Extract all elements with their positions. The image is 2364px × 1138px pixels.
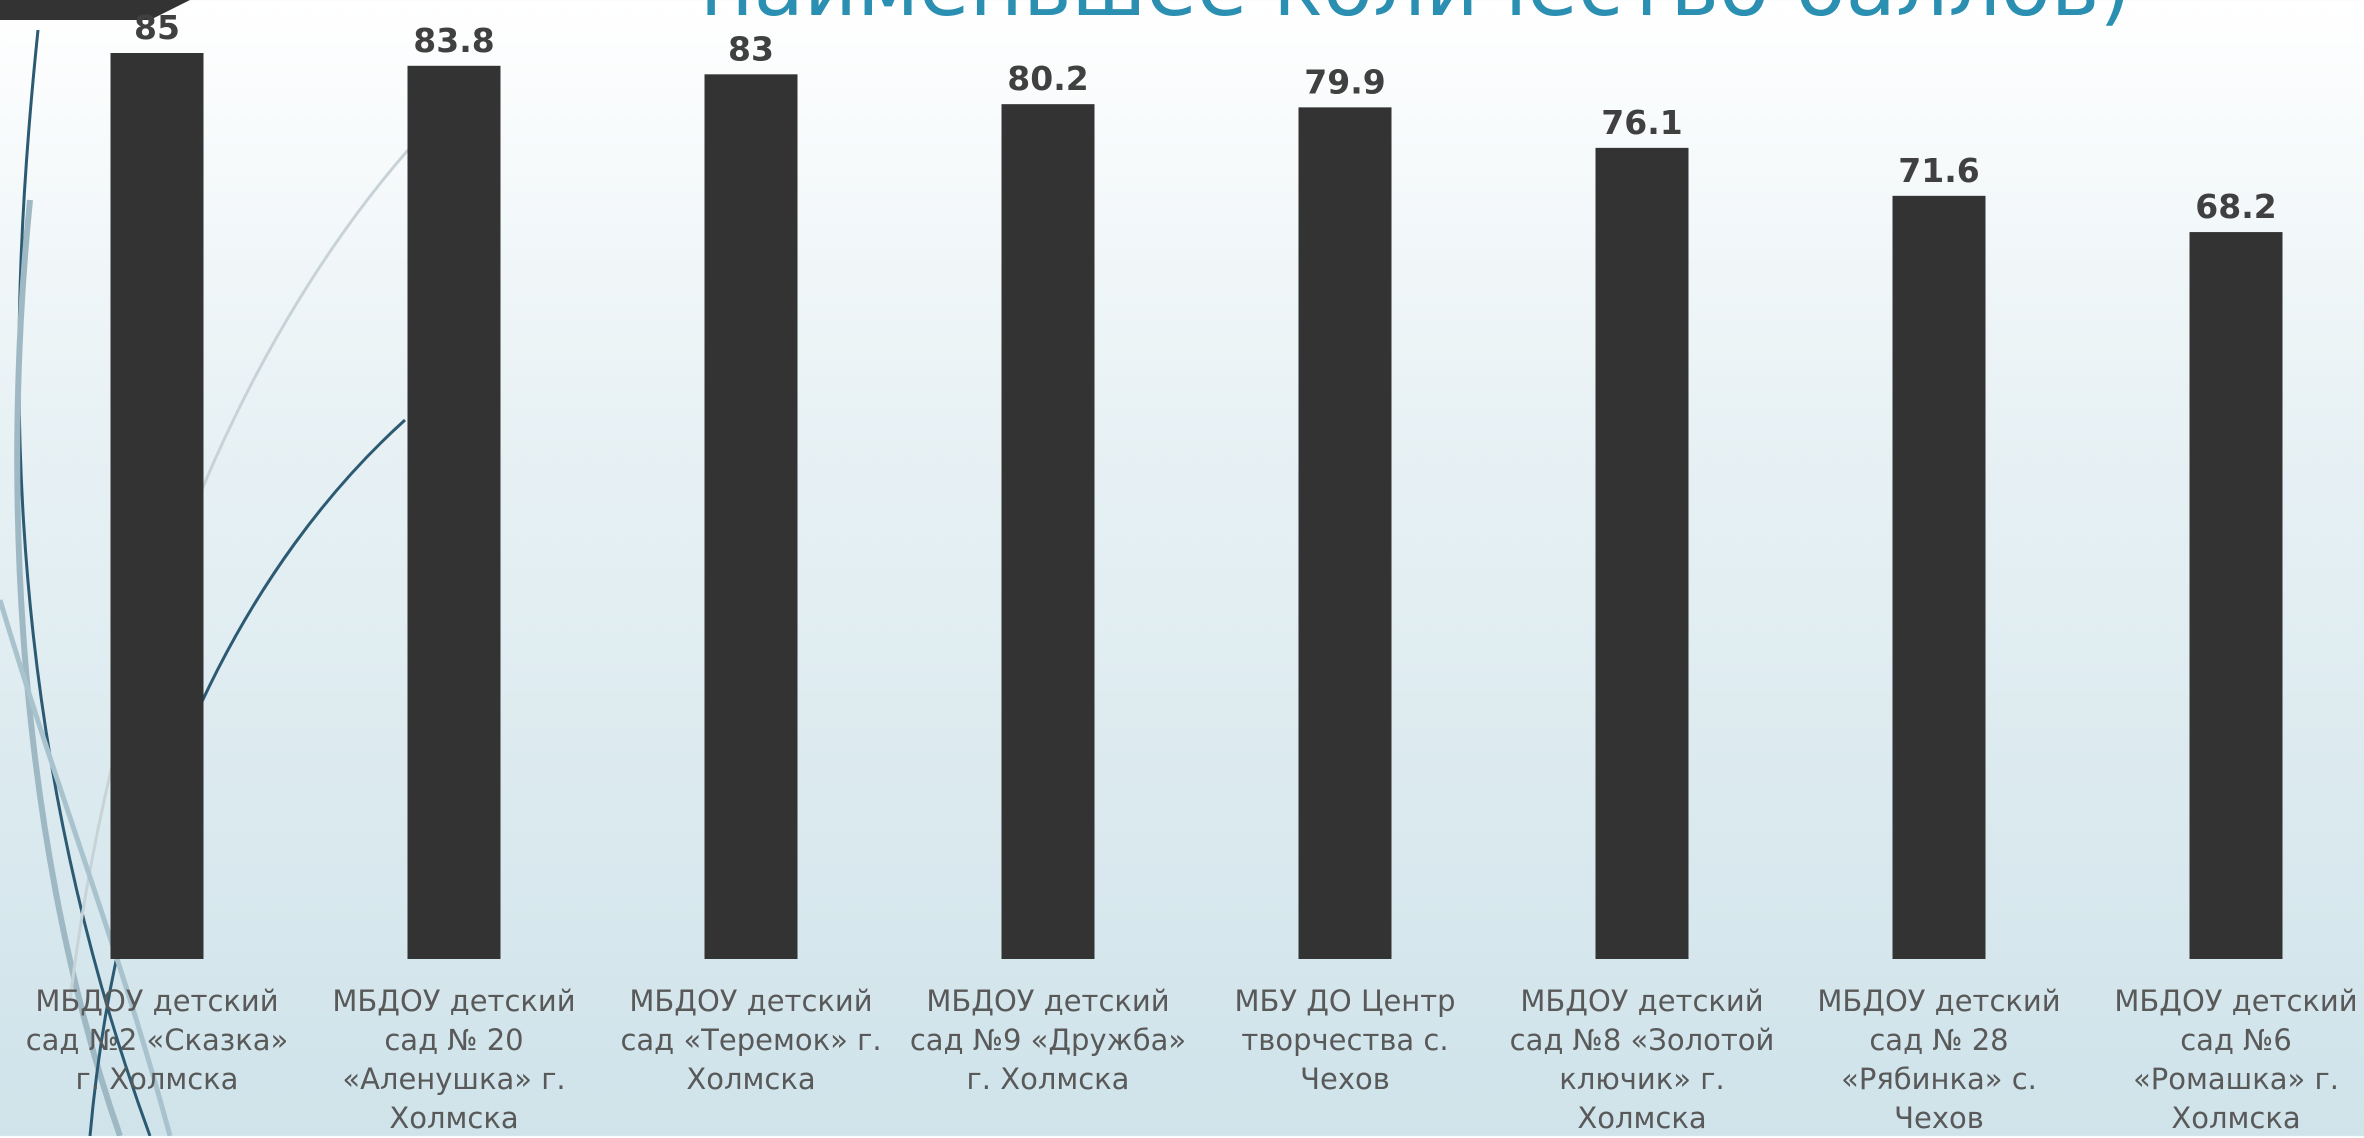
decoration [0,0,410,1136]
value-label: 79.9 [1304,62,1385,101]
bar [407,65,501,959]
bar [1892,195,1986,959]
bar [110,53,204,959]
x-tick-label: МБДОУ детский сад №6 «Ромашка» г. Холмск… [2114,984,2358,1135]
x-tick-label: МБДОУ детский сад № 28 «Рябинка» с. Чехо… [1817,984,2061,1135]
x-tick-label: МБУ ДО Центр творчества с. Чехов [1234,984,1456,1096]
value-label: 71.6 [1898,151,1979,190]
value-label: 80.2 [1007,59,1088,98]
corner-shape [0,0,190,20]
bar [1595,147,1689,959]
value-label: 68.2 [2195,187,2276,226]
x-tick-label: МБДОУ детский сад №9 «Дружба» г. Холмска [909,984,1187,1096]
x-tick-label: МБДОУ детский сад № 20 «Аленушка» г. Хол… [332,984,576,1135]
x-tick-label: МБДОУ детский сад №8 «Золотой ключик» г.… [1509,984,1775,1135]
chart-title: наименьшее количество баллов) [700,0,2131,35]
curve [0,599,173,1136]
value-label: 76.1 [1601,103,1682,142]
x-tick-label: МБДОУ детский сад «Теремок» г. Холмска [620,984,882,1096]
x-tick-label: МБДОУ детский сад №2 «Сказка» г. Холмска [25,984,289,1096]
value-label: 83.8 [413,21,494,60]
curve [17,29,152,1136]
bar [1001,104,1095,959]
bar [1298,107,1392,960]
bar [2189,232,2283,959]
value-label: 83 [728,29,774,68]
bar [704,74,798,960]
curve [14,199,123,1136]
value-label: 85 [134,8,180,47]
